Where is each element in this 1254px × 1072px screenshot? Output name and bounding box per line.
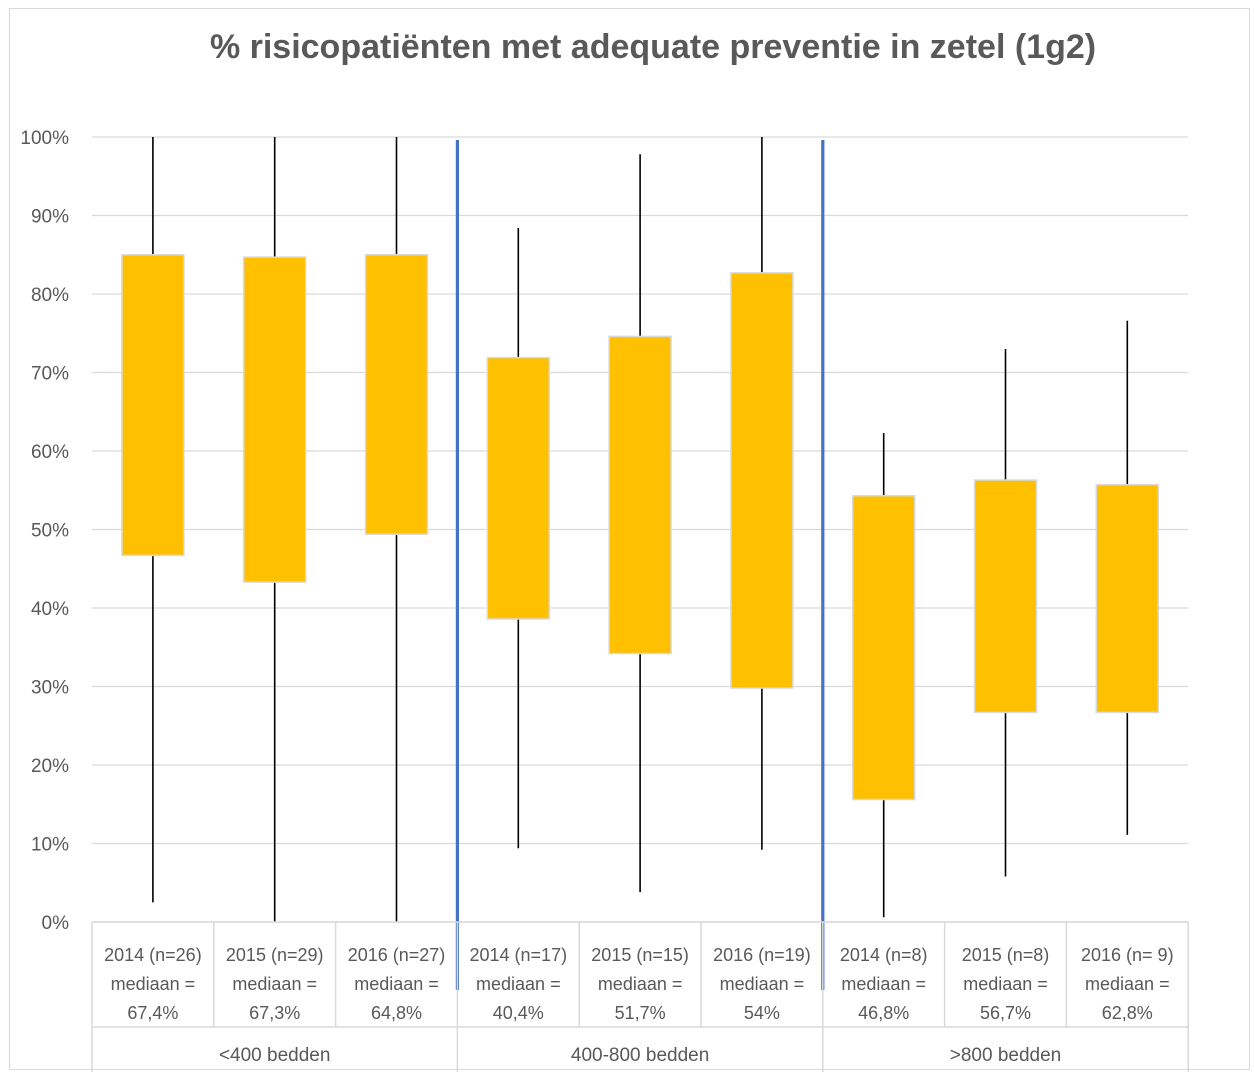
x-tick-label: 2016 (n=19) xyxy=(713,945,811,965)
boxes xyxy=(121,254,1160,801)
group-label: <400 bedden xyxy=(219,1045,330,1066)
x-tick-label: 2014 (n=8) xyxy=(840,945,928,965)
y-tick-label: 10% xyxy=(31,835,69,856)
x-tick-label: 2015 (n=8) xyxy=(962,945,1050,965)
chart-frame xyxy=(9,8,1250,1070)
x-tick-label: 51,7% xyxy=(615,1003,666,1023)
x-tick-label: mediaan = xyxy=(354,974,439,994)
box xyxy=(730,272,794,689)
box xyxy=(973,479,1038,714)
box xyxy=(1095,484,1160,714)
y-tick-label: 100% xyxy=(20,128,69,149)
x-tick-label: mediaan = xyxy=(111,974,196,994)
group-label: >800 bedden xyxy=(950,1045,1061,1066)
box xyxy=(851,494,916,801)
y-axis-ticks: 0% 10% 20% 30% 40% 50% 60% 70% 80% 90% 100% xyxy=(20,128,69,934)
box xyxy=(608,335,672,655)
x-tick-label: mediaan = xyxy=(720,974,805,994)
x-tick-label: 67,3% xyxy=(249,1003,300,1023)
y-tick-label: 90% xyxy=(31,207,69,228)
x-tick-label: mediaan = xyxy=(841,974,926,994)
x-tick-label: 64,8% xyxy=(371,1003,422,1023)
y-tick-label: 60% xyxy=(31,442,69,463)
group-separators xyxy=(455,140,825,990)
box xyxy=(486,356,551,620)
box xyxy=(121,254,185,557)
y-tick-label: 20% xyxy=(31,756,69,777)
x-tick-label: 54% xyxy=(744,1003,780,1023)
x-tick-label: mediaan = xyxy=(476,974,561,994)
y-tick-label: 40% xyxy=(31,599,69,620)
x-tick-label: 2016 (n= 9) xyxy=(1081,945,1174,965)
x-tick-label: mediaan = xyxy=(963,974,1048,994)
y-tick-label: 70% xyxy=(31,364,69,385)
x-tick-label: 56,7% xyxy=(980,1003,1031,1023)
y-tick-label: 0% xyxy=(42,913,70,934)
box xyxy=(364,254,429,535)
y-tick-label: 30% xyxy=(31,678,69,699)
x-tick-label: 62,8% xyxy=(1102,1003,1153,1023)
x-tick-label: mediaan = xyxy=(598,974,683,994)
x-tick-label: 2015 (n=15) xyxy=(591,945,689,965)
x-tick-label: 67,4% xyxy=(127,1003,178,1023)
box xyxy=(242,256,307,583)
x-tick-label: 2014 (n=26) xyxy=(104,945,202,965)
x-axis: 2014 (n=26) mediaan = 67,4% 2015 (n=29) medi… xyxy=(91,921,1189,1072)
group-label: 400-800 bedden xyxy=(571,1045,709,1066)
chart-title: % risicopatiënten met adequate preventie… xyxy=(209,28,1097,66)
x-tick-label: 2015 (n=29) xyxy=(226,945,324,965)
y-tick-label: 50% xyxy=(31,521,69,542)
x-tick-label: mediaan = xyxy=(232,974,317,994)
x-tick-label: 2014 (n=17) xyxy=(470,945,568,965)
x-tick-label: 40,4% xyxy=(493,1003,544,1023)
x-tick-label: 2016 (n=27) xyxy=(348,945,446,965)
y-tick-label: 80% xyxy=(31,285,69,306)
x-tick-label: 46,8% xyxy=(858,1003,909,1023)
x-tick-label: mediaan = xyxy=(1085,974,1170,994)
